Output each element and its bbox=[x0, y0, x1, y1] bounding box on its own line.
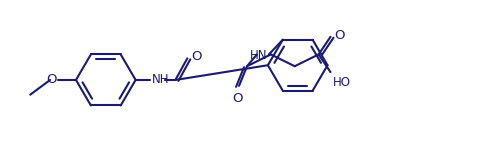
Text: O: O bbox=[232, 92, 242, 105]
Text: HN: HN bbox=[249, 49, 267, 62]
Text: HO: HO bbox=[332, 76, 351, 89]
Text: NH: NH bbox=[152, 73, 169, 86]
Text: O: O bbox=[47, 73, 57, 86]
Text: O: O bbox=[191, 50, 202, 63]
Text: O: O bbox=[334, 29, 345, 42]
